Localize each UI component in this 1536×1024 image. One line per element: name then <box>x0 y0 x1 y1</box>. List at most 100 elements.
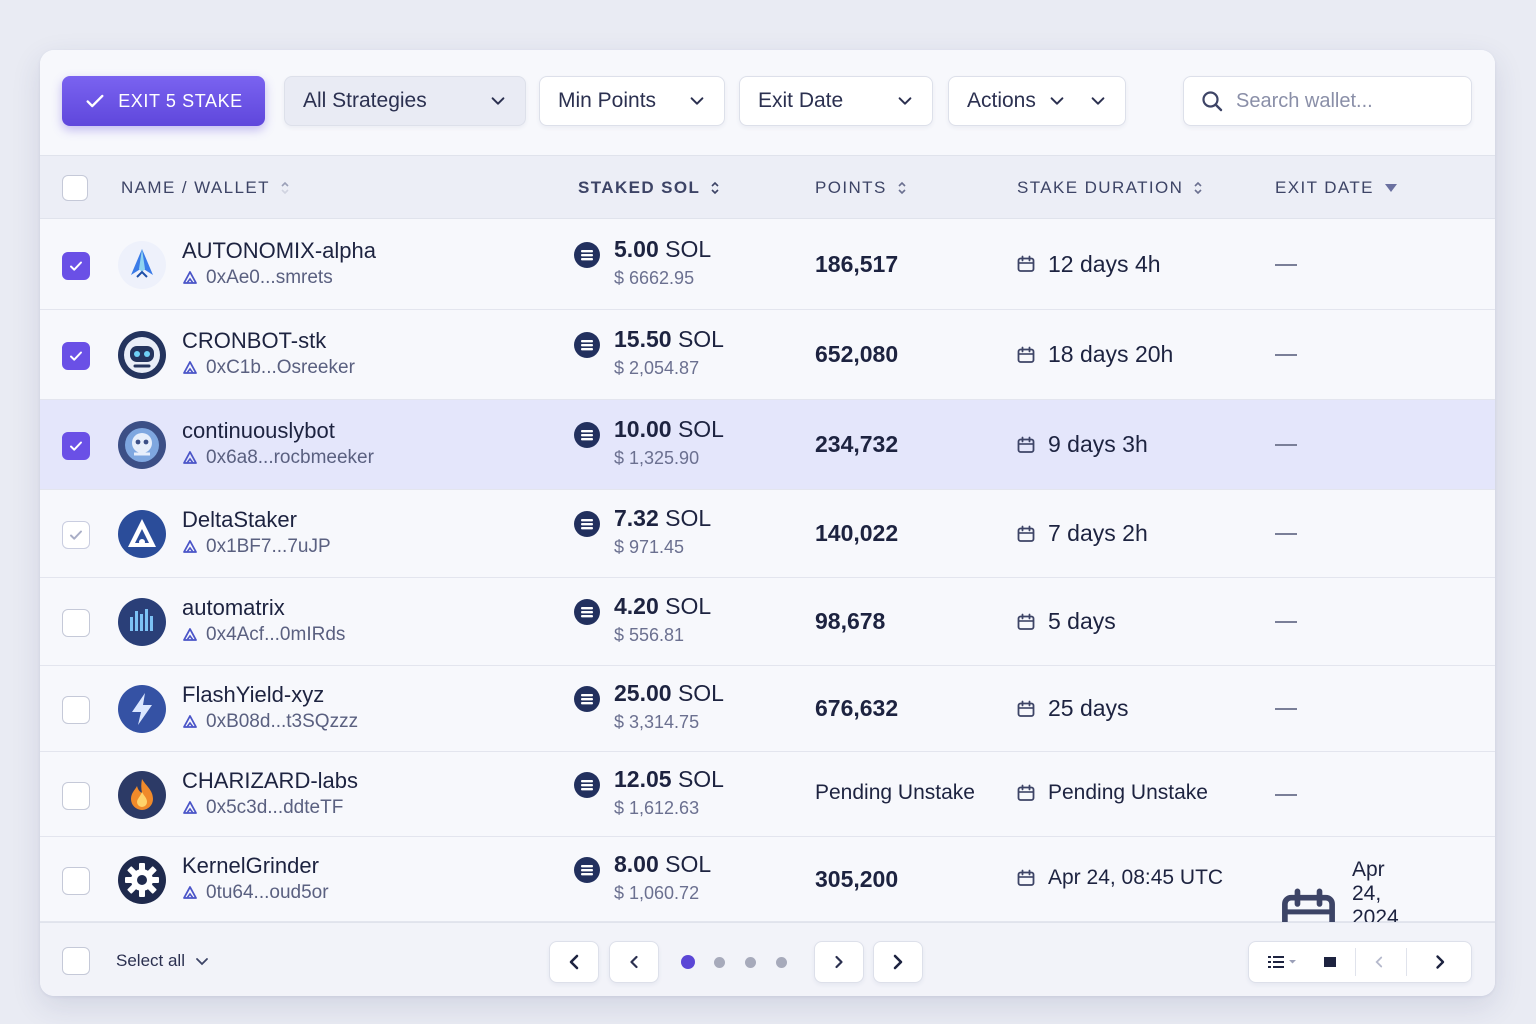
chevron-right-icon <box>893 954 903 970</box>
search-input[interactable] <box>1236 89 1456 113</box>
wallet-address[interactable]: 0x1BF7...7uJP <box>182 536 331 558</box>
view-controls <box>1248 941 1472 983</box>
table-row[interactable]: FlashYield-xyz 0xB08d...t3SQzzz 25.00 SOL $… <box>40 666 1495 752</box>
column-name-wallet[interactable]: NAME / WALLET <box>121 156 290 220</box>
wallet-address[interactable]: 0xB08d...t3SQzzz <box>182 711 358 733</box>
staked-sol-amount: 10.00 <box>614 416 672 442</box>
points-value: 305,200 <box>815 865 899 892</box>
row-checkbox[interactable] <box>62 866 90 895</box>
points-value: Pending Unstake <box>815 780 975 804</box>
matrix-logo-avatar <box>117 597 167 647</box>
page-dot-2[interactable] <box>714 957 725 968</box>
table-row[interactable]: CRONBOT-stk 0xC1b...Osreeker 15.50 SOL $ 2,… <box>40 310 1495 400</box>
stake-duration-text: 9 days 3h <box>1048 431 1148 457</box>
wallet-address-text: 0x4Acf...0mIRds <box>206 624 346 645</box>
staker-name[interactable]: CRONBOT-stk <box>182 328 327 353</box>
wallet-address[interactable]: 0xAe0...smrets <box>182 267 333 289</box>
staked-usd: $ 6662.95 <box>614 267 695 288</box>
rocket-logo-avatar <box>117 240 167 290</box>
select-all-checkbox[interactable] <box>62 947 90 975</box>
staker-name[interactable]: DeltaStaker <box>182 507 297 532</box>
select-all-header-checkbox[interactable] <box>62 175 88 201</box>
table-row[interactable]: automatrix 0x4Acf...0mIRds 4.20 SOL $ 556.8… <box>40 578 1495 666</box>
wallet-address[interactable]: 0x5c3d...ddteTF <box>182 797 343 819</box>
chevron-down-icon <box>491 97 505 105</box>
select-all-dropdown[interactable]: Select all <box>116 951 209 971</box>
column-staked-sol[interactable]: STAKED SOL <box>578 156 720 220</box>
next-page-button[interactable] <box>814 941 864 983</box>
square-icon <box>1324 957 1336 967</box>
table-row[interactable]: AUTONOMIX-alpha 0xAe0...smrets 5.00 SOL $ 6… <box>40 219 1495 310</box>
exit-date-dropdown[interactable]: Exit Date <box>739 76 933 126</box>
points-value: 652,080 <box>815 341 899 367</box>
staked-sol-unit: SOL <box>677 680 724 706</box>
strategies-label: All Strategies <box>303 89 427 112</box>
list-view-button[interactable] <box>1257 942 1309 982</box>
column-stake-duration[interactable]: STAKE DURATION <box>1017 156 1203 220</box>
staker-name[interactable]: automatrix <box>182 595 285 620</box>
sol-token-icon <box>574 856 600 883</box>
row-checkbox[interactable] <box>62 251 90 280</box>
wallet-address[interactable]: 0xC1b...Osreeker <box>182 357 355 379</box>
exit-date-empty <box>1275 533 1297 535</box>
column-points[interactable]: POINTS <box>815 156 907 220</box>
staked-usd: $ 1,060.72 <box>614 882 700 903</box>
view-prev-button[interactable] <box>1361 942 1397 982</box>
column-exit-label: EXIT DATE <box>1275 178 1374 197</box>
view-next-button[interactable] <box>1415 942 1465 982</box>
first-page-button[interactable] <box>549 941 599 983</box>
table-footer: Select all <box>40 922 1495 996</box>
table-row[interactable]: CHARIZARD-labs 0x5c3d...ddteTF 12.05 SOL $ … <box>40 752 1495 837</box>
page-dot-1[interactable] <box>681 955 695 969</box>
staker-name[interactable]: KernelGrinder <box>182 852 319 878</box>
chevron-left-icon <box>630 955 638 969</box>
column-name-label: NAME / WALLET <box>121 178 270 197</box>
robot-logo-avatar <box>117 330 167 380</box>
wallet-address[interactable]: 0x6a8...rocbmeeker <box>182 447 374 469</box>
strategies-dropdown[interactable]: All Strategies <box>284 76 526 126</box>
table-row[interactable]: DeltaStaker 0x1BF7...7uJP 7.32 SOL $ 971.45… <box>40 490 1495 578</box>
staker-name[interactable]: FlashYield-xyz <box>182 682 325 707</box>
staker-name[interactable]: CHARIZARD-labs <box>182 767 359 793</box>
staked-usd: $ 2,054.87 <box>614 358 700 378</box>
staker-name[interactable]: continuouslybot <box>182 418 335 443</box>
staked-usd: $ 556.81 <box>614 625 685 645</box>
sort-icon <box>711 181 719 195</box>
grid-view-button[interactable] <box>1315 942 1345 982</box>
staked-sol: 7.32 SOL <box>614 505 711 532</box>
wallet-chain-icon <box>183 540 197 553</box>
staked-sol-unit: SOL <box>665 235 712 262</box>
row-checkbox[interactable] <box>62 781 90 810</box>
check-icon <box>70 261 82 271</box>
chevron-left-icon <box>1375 956 1383 968</box>
exit-stake-button[interactable]: EXIT 5 STAKE <box>62 76 265 126</box>
wallet-address[interactable]: 0tu64...oud5or <box>182 882 329 904</box>
calendar-icon <box>1017 869 1035 886</box>
stake-duration: 5 days <box>1016 608 1116 635</box>
row-checkbox[interactable] <box>62 696 90 724</box>
min-points-label: Min Points <box>558 89 657 112</box>
table-row[interactable]: KernelGrinder 0tu64...oud5or 8.00 SOL $ 1,0… <box>40 837 1495 971</box>
row-checkbox[interactable] <box>62 609 90 637</box>
gear-logo-avatar <box>117 855 167 905</box>
previous-page-button[interactable] <box>609 941 659 983</box>
table-header: NAME / WALLET STAKED SOL POINTS STAKE DU… <box>40 155 1495 219</box>
stake-duration-text: 7 days 2h <box>1048 520 1148 546</box>
min-points-dropdown[interactable]: Min Points <box>539 76 725 126</box>
row-checkbox[interactable] <box>62 342 90 370</box>
sort-desc-icon <box>1384 184 1397 192</box>
page-dot-4[interactable] <box>776 957 787 968</box>
stake-duration: 12 days 4h <box>1016 251 1161 278</box>
last-page-button[interactable] <box>873 941 923 983</box>
actions-dropdown[interactable]: Actions <box>948 76 1126 126</box>
chevron-down-icon <box>1050 97 1064 105</box>
search-box[interactable] <box>1183 76 1472 126</box>
stake-duration: 25 days <box>1016 695 1129 722</box>
page-dot-3[interactable] <box>745 957 756 968</box>
row-checkbox[interactable] <box>62 432 90 460</box>
staker-name[interactable]: AUTONOMIX-alpha <box>182 237 376 263</box>
column-exit-date[interactable]: EXIT DATE <box>1275 156 1398 220</box>
wallet-address[interactable]: 0x4Acf...0mIRds <box>182 624 345 646</box>
row-checkbox[interactable] <box>62 521 90 549</box>
table-row[interactable]: continuouslybot 0x6a8...rocbmeeker 10.00 S… <box>40 400 1495 490</box>
